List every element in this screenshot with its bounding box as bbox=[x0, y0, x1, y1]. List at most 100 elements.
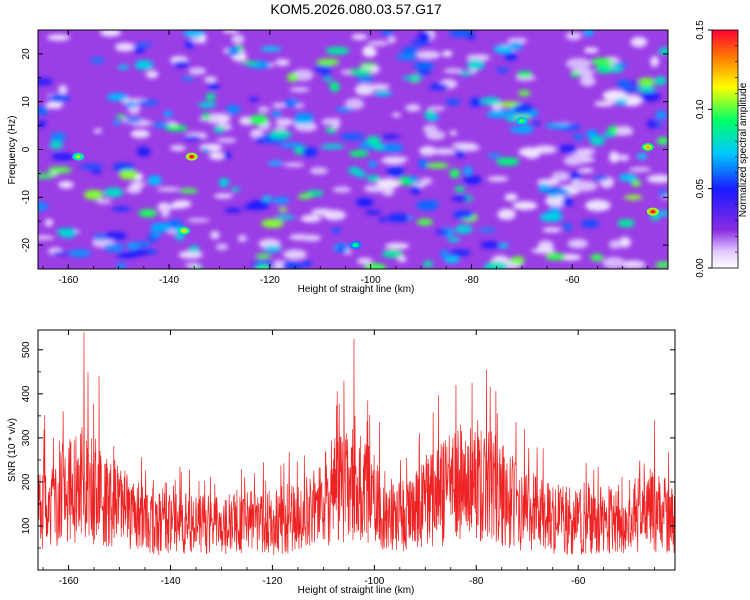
spectrogram-blob bbox=[590, 254, 604, 262]
spectrogram-blob bbox=[592, 175, 609, 181]
spectrogram-blob bbox=[337, 244, 346, 254]
spectrogram-blob bbox=[103, 187, 124, 198]
spectrogram-blob bbox=[484, 261, 508, 269]
spectrogram-blob bbox=[302, 259, 312, 268]
spectrogram-blob bbox=[38, 106, 50, 115]
spectrogram-blob bbox=[275, 58, 290, 66]
spectrogram-blob bbox=[117, 65, 130, 70]
spectrogram-blob bbox=[607, 125, 619, 135]
snr-x-tick-label: -100 bbox=[364, 576, 384, 587]
spectrogram-blob bbox=[367, 40, 389, 47]
spectrogram-blob bbox=[188, 67, 207, 75]
spectrogram-blob bbox=[216, 138, 237, 143]
spectrogram-blob bbox=[301, 234, 322, 242]
spectrogram-blob bbox=[410, 185, 422, 195]
spectrogram-blob bbox=[188, 245, 200, 253]
colorbar-tick-label: 0.05 bbox=[695, 178, 706, 198]
spectrogram-blob bbox=[449, 168, 460, 179]
spectrogram-blob bbox=[570, 71, 581, 77]
spectrogram-blob bbox=[381, 30, 394, 37]
spectrogram-blob bbox=[47, 166, 72, 174]
spectrogram-blob bbox=[208, 151, 226, 160]
spectrogram-blob bbox=[263, 245, 283, 253]
spectrogram-blob bbox=[418, 158, 428, 169]
spectrogram-blob bbox=[262, 195, 272, 202]
spectrogram-blob bbox=[458, 71, 473, 76]
spectrogram-blob bbox=[213, 193, 233, 199]
spectrogram-blob bbox=[112, 162, 136, 172]
spectrogram-blob bbox=[275, 214, 296, 220]
spectrogram-blob bbox=[631, 179, 642, 187]
spectrogram-blob bbox=[323, 77, 333, 82]
spectrogram-blob bbox=[325, 127, 337, 134]
spectrogram-blob bbox=[237, 234, 248, 243]
spectrogram-blob bbox=[659, 189, 668, 198]
spectrogram-blob bbox=[428, 83, 449, 90]
spectrogram-blob bbox=[249, 97, 259, 102]
spectrogram-blob bbox=[348, 68, 373, 76]
spectrogram-blob bbox=[83, 189, 104, 200]
spectrogram-x-tick-label: -100 bbox=[361, 275, 381, 286]
spectrogram-blob bbox=[609, 151, 620, 163]
spectrogram-blob bbox=[456, 144, 480, 152]
spectrogram-blob bbox=[126, 242, 139, 250]
spectrogram-blob bbox=[197, 101, 217, 108]
spectrogram-blob bbox=[134, 42, 152, 48]
spectrogram-blob bbox=[51, 251, 70, 256]
spectrogram-blob bbox=[610, 65, 624, 73]
spectrogram-blob bbox=[510, 256, 525, 265]
spectrogram-blob bbox=[187, 218, 210, 223]
spectrogram-peak-center bbox=[182, 229, 186, 233]
colorbar-tick-label: 0.15 bbox=[695, 20, 706, 40]
spectrogram-blob bbox=[439, 249, 449, 258]
spectrogram-blob bbox=[283, 99, 300, 107]
spectrogram-blob bbox=[619, 260, 646, 269]
spectrogram-blob bbox=[91, 169, 103, 175]
spectrogram-blob bbox=[163, 110, 173, 118]
spectrogram-blob bbox=[654, 76, 667, 86]
snr-x-tick-label: -60 bbox=[571, 576, 586, 587]
spectrogram-blob bbox=[545, 194, 569, 207]
spectrogram-blob bbox=[218, 177, 230, 187]
spectrogram-blob bbox=[58, 84, 68, 95]
spectrogram-blob bbox=[348, 166, 361, 175]
spectrogram-blob bbox=[366, 175, 381, 182]
spectrogram-blob bbox=[493, 45, 513, 54]
spectrogram-peak-center bbox=[189, 155, 194, 158]
spectrogram-blob bbox=[301, 146, 318, 158]
spectrogram-blob bbox=[322, 209, 347, 221]
spectrogram-blob bbox=[58, 181, 74, 189]
spectrogram-blob bbox=[174, 235, 185, 241]
spectrogram-peak-center bbox=[646, 145, 650, 149]
spectrogram-blob bbox=[271, 103, 287, 108]
spectrogram-blob bbox=[466, 54, 491, 61]
spectrogram-blob bbox=[545, 252, 566, 261]
snr-y-tick-label: 300 bbox=[21, 429, 32, 446]
snr-series-line bbox=[38, 332, 675, 556]
spectrogram-blob bbox=[443, 68, 464, 74]
spectrogram-blob bbox=[205, 93, 216, 101]
spectrogram-blob bbox=[426, 162, 449, 169]
spectrogram-x-tick-label: -120 bbox=[260, 275, 280, 286]
spectrogram-blob bbox=[147, 175, 162, 186]
spectrogram-blob bbox=[578, 168, 594, 173]
spectrogram-blob bbox=[441, 50, 453, 57]
spectrogram-blob bbox=[658, 47, 668, 56]
spectrogram-blob bbox=[636, 153, 647, 160]
spectrogram-blob bbox=[111, 206, 131, 212]
spectrogram-blob bbox=[150, 232, 160, 239]
spectrogram-blob bbox=[335, 107, 354, 112]
spectrogram-blob bbox=[332, 186, 352, 193]
spectrogram-blob bbox=[480, 97, 502, 106]
spectrogram-blob bbox=[256, 260, 266, 267]
snr-x-ticks: -160 -140 -120 -100 -80 -60 bbox=[42, 330, 656, 587]
spectrogram-blob bbox=[212, 126, 227, 133]
spectrogram-blob bbox=[119, 169, 138, 180]
spectrogram-blob bbox=[451, 195, 472, 202]
spectrogram-blob bbox=[247, 200, 270, 211]
spectrogram-blob bbox=[405, 104, 421, 112]
spectrogram-blob bbox=[413, 60, 435, 70]
spectrogram-blob bbox=[463, 166, 473, 175]
colorbar-tick-label: 0.10 bbox=[695, 99, 706, 119]
